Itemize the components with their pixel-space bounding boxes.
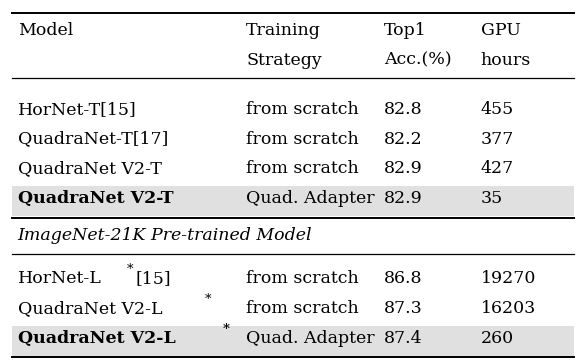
Bar: [12, 326, 574, 356]
Text: Quad. Adapter: Quad. Adapter: [246, 190, 374, 207]
Text: 87.4: 87.4: [384, 330, 423, 347]
Text: ImageNet-21K Pre-trained Model: ImageNet-21K Pre-trained Model: [18, 228, 312, 244]
Text: 427: 427: [481, 161, 514, 177]
Text: 87.3: 87.3: [384, 300, 423, 317]
Text: Model: Model: [18, 23, 73, 39]
Text: 86.8: 86.8: [384, 270, 423, 287]
Text: QuadraNet-T[17]: QuadraNet-T[17]: [18, 131, 168, 147]
Text: 82.9: 82.9: [384, 190, 423, 207]
Text: 82.9: 82.9: [384, 161, 423, 177]
Text: GPU: GPU: [481, 23, 520, 39]
Text: 455: 455: [481, 101, 514, 118]
Text: Strategy: Strategy: [246, 52, 322, 68]
Text: 82.2: 82.2: [384, 131, 423, 147]
Text: Acc.(%): Acc.(%): [384, 52, 451, 68]
Text: QuadraNet V2-L: QuadraNet V2-L: [18, 330, 175, 347]
Text: from scratch: from scratch: [246, 270, 359, 287]
Text: 16203: 16203: [481, 300, 536, 317]
Text: Quad. Adapter: Quad. Adapter: [246, 330, 374, 347]
Text: QuadraNet V2-L: QuadraNet V2-L: [18, 300, 162, 317]
Text: Training: Training: [246, 23, 321, 39]
Text: *: *: [127, 263, 134, 276]
Text: HorNet-L: HorNet-L: [18, 270, 101, 287]
Text: 377: 377: [481, 131, 514, 147]
Text: HorNet-T[15]: HorNet-T[15]: [18, 101, 137, 118]
Text: 260: 260: [481, 330, 514, 347]
Text: *: *: [205, 293, 212, 306]
Text: from scratch: from scratch: [246, 300, 359, 317]
Text: 19270: 19270: [481, 270, 536, 287]
Text: 35: 35: [481, 190, 503, 207]
Text: Top1: Top1: [384, 23, 427, 39]
Text: QuadraNet V2-T: QuadraNet V2-T: [18, 190, 173, 207]
Text: *: *: [222, 323, 229, 336]
Bar: [12, 186, 574, 216]
Text: from scratch: from scratch: [246, 161, 359, 177]
Text: 82.8: 82.8: [384, 101, 423, 118]
Text: [15]: [15]: [136, 270, 172, 287]
Text: hours: hours: [481, 52, 531, 68]
Text: from scratch: from scratch: [246, 131, 359, 147]
Text: from scratch: from scratch: [246, 101, 359, 118]
Text: QuadraNet V2-T: QuadraNet V2-T: [18, 161, 162, 177]
